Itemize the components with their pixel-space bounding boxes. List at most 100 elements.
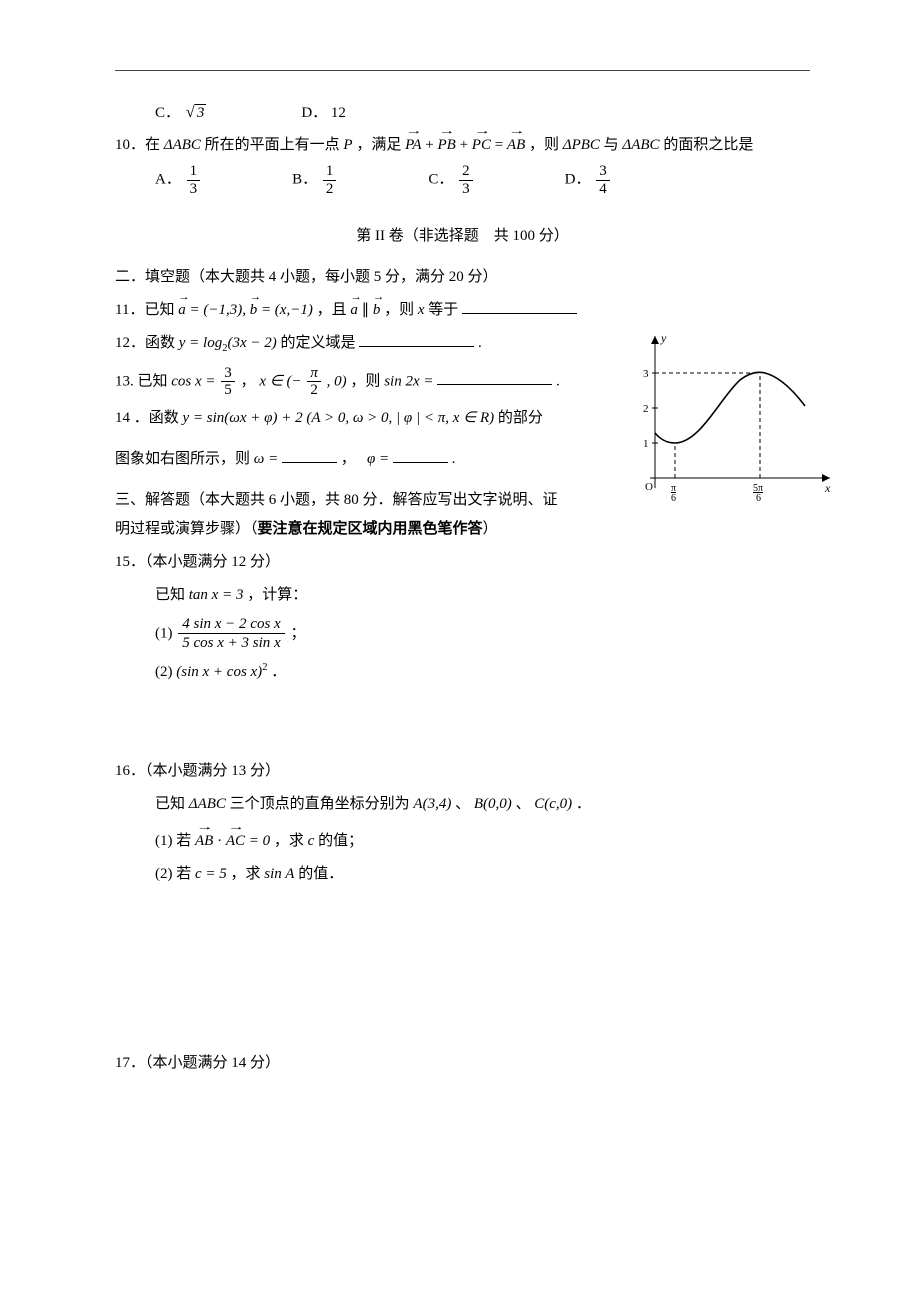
q10-stem: 10．在 ΔABC 所在的平面上有一点 P ，满足 PA + PB + PC =… <box>115 132 810 159</box>
q17-head: 17．（本小题满分 14 分） <box>115 1050 810 1077</box>
vec-AB: AB <box>195 828 213 855</box>
q10-choice-a: A． 13 <box>155 163 202 197</box>
frac-den: 2 <box>307 382 321 399</box>
period: . <box>452 451 456 467</box>
parallel-icon: ∥ <box>362 302 373 318</box>
frac-num: 1 <box>323 163 337 181</box>
q15-part2: (2) (sin x + cos x)2 ． <box>155 659 810 686</box>
frac-den: 5 cos x + 3 sin x <box>178 634 284 653</box>
q16-head: 16．（本小题满分 13 分） <box>115 758 810 785</box>
vec-PB: PB <box>437 132 455 159</box>
q16-part1: (1) 若 AB · AC = 0 ，求 c 的值； <box>155 828 810 855</box>
vec-AC: AC <box>226 828 245 855</box>
q15-given-post: ，计算： <box>247 587 307 603</box>
period: . <box>556 373 560 389</box>
q10-choice-b: B． 12 <box>292 163 338 197</box>
vec-b: b <box>250 297 258 324</box>
q16-p2-c: c = 5 <box>195 866 227 882</box>
q13-xin: x ∈ (− <box>259 373 301 389</box>
q10-P: P <box>343 137 352 153</box>
q10-end: 的面积之比是 <box>663 137 753 153</box>
q11-b-val: = (x,−1) <box>261 302 313 318</box>
q14-post: 的部分 <box>498 410 543 426</box>
period: ． <box>271 664 286 680</box>
vec-a: a <box>178 297 186 324</box>
blank-input[interactable] <box>359 331 474 347</box>
q10-mid4: 与 <box>604 137 619 153</box>
plot-svg: 1 2 3 O π 6 5π 6 y x <box>625 328 840 508</box>
q14-y: y = sin(ωx + φ) + 2 (A > 0, ω > 0, | φ |… <box>183 410 495 426</box>
q11: 11．已知 a = (−1,3), b = (x,−1) ，且 a ∥ b ，则… <box>115 297 810 324</box>
q13-pre: 13. 已知 <box>115 373 168 389</box>
q13-xin2: , 0) <box>327 373 347 389</box>
q9-c-label: C． <box>155 105 180 121</box>
q12-pre: 12．函数 <box>115 335 179 351</box>
vec-PC: PC <box>472 132 491 159</box>
q13-then: ，则 <box>350 373 384 389</box>
q16-part2: (2) 若 c = 5 ，求 sin A 的值． <box>155 861 810 888</box>
sep: 、 <box>516 796 535 812</box>
frac-num: 1 <box>187 163 201 181</box>
q16-p2-label: (2) 若 <box>155 866 195 882</box>
part2-header: 第 II 卷（非选择题 共 100 分） <box>115 223 810 250</box>
q16-p1-post: ，求 <box>274 833 308 849</box>
q10-tri: ΔABC <box>164 137 201 153</box>
q9-c-value: 3 <box>195 104 207 121</box>
choice-label: C． <box>428 171 453 187</box>
q16-sinA: sin A <box>264 866 294 882</box>
svg-text:x: x <box>824 481 831 495</box>
period: ． <box>576 796 591 812</box>
q14-phi: φ = <box>367 451 393 467</box>
frac-num: 3 <box>221 365 235 383</box>
vec-b2: b <box>373 297 381 324</box>
header-rule <box>115 70 810 71</box>
period: . <box>478 335 482 351</box>
q16-pre: 已知 <box>155 796 189 812</box>
q12-y: y = log <box>179 335 222 351</box>
blank-input[interactable] <box>437 369 552 385</box>
q9-choice-d: D． 12 <box>301 101 346 122</box>
q13-cos: cos x = <box>171 373 219 389</box>
q11-a-val: = (−1,3), <box>189 302 249 318</box>
blank-input[interactable] <box>462 298 577 314</box>
q9-choice-c: C． 3 <box>155 101 206 122</box>
q15-p2-expr: (sin x + cos x) <box>176 664 262 680</box>
comma: ， <box>341 451 364 467</box>
q11-mid: ，且 <box>317 302 351 318</box>
q10-tri2: ΔPBC <box>563 137 600 153</box>
eq-zero: = 0 <box>249 833 270 849</box>
vec-AB: AB <box>507 132 525 159</box>
q10-pre: 10．在 <box>115 137 160 153</box>
q14-figure: 1 2 3 O π 6 5π 6 y x <box>625 328 840 508</box>
choice-label: D． <box>565 171 591 187</box>
sec3-l2-post: ） <box>483 521 498 537</box>
frac-den: 4 <box>596 181 610 198</box>
q14-l2-pre: 图象如右图所示，则 <box>115 451 254 467</box>
q10-choice-d: D． 34 <box>565 163 612 197</box>
q16-p2-end: 的值． <box>298 866 343 882</box>
sqrt-icon: 3 <box>184 102 207 122</box>
blank-input[interactable] <box>393 447 448 463</box>
var-c: c <box>308 833 315 849</box>
svg-text:y: y <box>660 331 667 345</box>
svg-text:O: O <box>645 481 653 493</box>
frac-den: 5 <box>221 382 235 399</box>
sec3-bold: 要注意在规定区域内用黑色笔作答 <box>258 521 483 537</box>
q13-sin2x: sin 2x = <box>384 373 437 389</box>
q14-omega: ω = <box>254 451 282 467</box>
vec-a2: a <box>350 297 358 324</box>
q15-p1-label: (1) <box>155 625 176 641</box>
q15-part1: (1) 4 sin x − 2 cos x 5 cos x + 3 sin x … <box>155 615 810 653</box>
q9-choices: C． 3 D． 12 <box>155 101 810 122</box>
svg-text:6: 6 <box>756 493 761 504</box>
q16-stem: 已知 ΔABC 三个顶点的直角坐标分别为 A(3,4) 、 B(0,0) 、 C… <box>155 791 810 818</box>
q10-mid2: ，满足 <box>356 137 401 153</box>
q16-p2-mid: ，求 <box>231 866 265 882</box>
q16-mid: 三个顶点的直角坐标分别为 <box>230 796 414 812</box>
blank-input[interactable] <box>282 447 337 463</box>
q16-C: C(c,0) <box>534 796 572 812</box>
section2-title: 二．填空题（本大题共 4 小题，每小题 5 分，满分 20 分） <box>115 264 810 291</box>
q15-given: 已知 tan x = 3 ，计算： <box>155 582 810 609</box>
q16-tri: ΔABC <box>189 796 226 812</box>
sep: 、 <box>455 796 474 812</box>
